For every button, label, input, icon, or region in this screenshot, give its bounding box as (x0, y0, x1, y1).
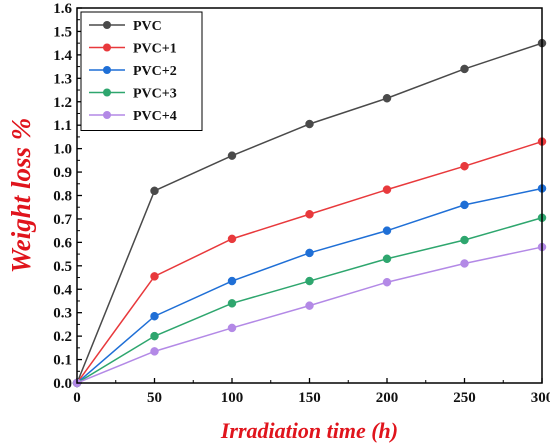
legend-label: PVC (133, 19, 162, 34)
data-point (150, 331, 159, 341)
x-tick-label: 150 (298, 390, 321, 406)
y-tick-label: 1.6 (53, 1, 72, 17)
data-point (150, 186, 159, 196)
data-point (382, 226, 392, 235)
y-tick-label: 0.0 (53, 376, 72, 392)
x-tick-label: 200 (376, 390, 399, 406)
y-tick-label: 1.1 (53, 118, 72, 134)
legend-box (80, 11, 203, 131)
legend-marker-swatch (103, 111, 111, 119)
data-point (460, 200, 469, 210)
data-point (305, 210, 314, 219)
legend-marker-swatch (103, 66, 111, 74)
legend-label: PVC+2 (133, 64, 177, 79)
data-point (227, 276, 237, 286)
plot-frame (76, 7, 543, 384)
data-point (382, 185, 392, 194)
series-layer (72, 38, 547, 388)
data-point (460, 161, 469, 171)
y-tick-label: 0.2 (53, 329, 72, 345)
y-tick-label: 1.3 (53, 71, 72, 87)
data-point (460, 235, 469, 245)
data-point (227, 323, 237, 333)
x-tick-label: 300 (531, 390, 550, 406)
data-point (305, 301, 314, 310)
legend-marker-swatch (103, 43, 111, 52)
y-tick-label: 1.0 (53, 142, 72, 158)
x-tick-label: 0 (73, 390, 81, 406)
y-tick-label: 1.5 (53, 24, 72, 40)
series-pvc-plus-3 (72, 213, 547, 388)
legend: PVC PVC+1 PVC+2 PVC+3 PVC+4 (80, 11, 203, 131)
y-tick-label: 0.7 (53, 212, 72, 228)
legend-label: PVC+1 (133, 42, 177, 57)
legend-marker-swatch (103, 21, 111, 29)
data-point (150, 272, 159, 281)
y-axis-title: Weight loss % (6, 118, 36, 274)
x-tick-label: 50 (147, 390, 162, 406)
y-tick-label: 1.4 (53, 48, 72, 64)
y-tick-label: 0.8 (53, 189, 72, 205)
data-point (460, 259, 469, 268)
data-point (305, 248, 314, 258)
legend-item: PVC+4 (89, 109, 177, 124)
legend-item: PVC+3 (89, 87, 177, 102)
data-point (305, 119, 314, 129)
y-tick-label: 0.3 (53, 306, 72, 322)
legend-label: PVC+4 (133, 109, 177, 124)
data-point (150, 347, 159, 356)
data-point (150, 311, 159, 321)
data-point (382, 277, 392, 287)
x-tick-label: 250 (453, 390, 476, 406)
legend-marker-swatch (103, 88, 111, 97)
data-point (227, 234, 237, 244)
legend-item: PVC+2 (89, 64, 177, 79)
legend-item: PVC (89, 19, 162, 34)
legend-item: PVC+1 (89, 42, 177, 57)
x-axis-title: Irradiation time (h) (220, 418, 398, 443)
data-point (382, 254, 392, 264)
data-point (227, 151, 237, 160)
data-point (382, 93, 392, 103)
data-point (460, 64, 469, 74)
data-point (305, 276, 314, 286)
y-tick-label: 0.6 (53, 235, 72, 251)
x-tick-label: 100 (221, 390, 244, 406)
y-tick-label: 0.5 (53, 259, 72, 275)
y-tick-label: 1.2 (53, 95, 72, 111)
y-tick-label: 0.1 (53, 353, 72, 369)
y-tick-label: 0.9 (53, 165, 72, 181)
y-tick-label: 0.4 (53, 282, 72, 298)
data-point (227, 299, 237, 308)
legend-label: PVC+3 (133, 87, 177, 102)
axes: 0.0 0.1 0.2 0.3 0.4 0.5 0.6 0.7 0.8 0.9 1.0 1.1 1.2 1… (53, 1, 550, 406)
